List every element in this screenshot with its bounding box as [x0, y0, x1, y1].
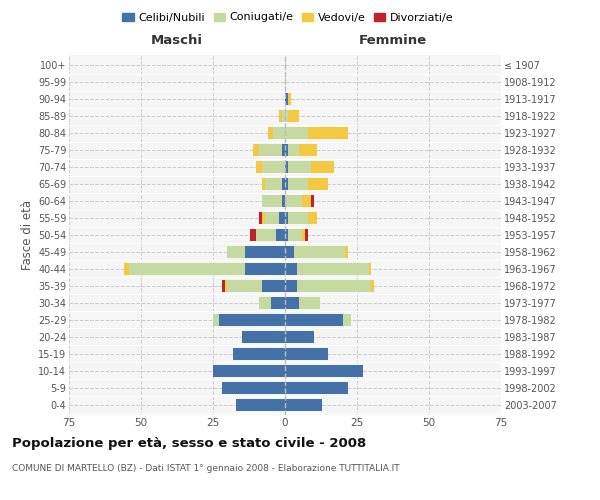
Bar	[368, 263, 371, 275]
Bar	[343, 314, 351, 326]
Bar	[285, 280, 296, 292]
Bar	[253, 144, 259, 156]
Bar	[285, 348, 328, 360]
Bar	[213, 314, 219, 326]
Bar	[279, 212, 285, 224]
Y-axis label: Fasce di età: Fasce di età	[20, 200, 34, 270]
Bar	[285, 161, 288, 173]
Bar	[305, 229, 308, 241]
Bar	[282, 195, 285, 207]
Text: Maschi: Maschi	[151, 34, 203, 46]
Bar	[245, 263, 285, 275]
Bar	[262, 178, 265, 190]
Bar	[259, 144, 282, 156]
Bar	[262, 280, 285, 292]
Bar	[233, 348, 285, 360]
Bar	[130, 263, 245, 275]
Bar	[285, 398, 322, 411]
Bar	[285, 229, 288, 241]
Bar	[311, 161, 334, 173]
Bar	[288, 110, 299, 122]
Bar	[288, 144, 299, 156]
Bar	[262, 161, 285, 173]
Bar	[296, 263, 368, 275]
Bar	[271, 297, 285, 309]
Bar	[277, 229, 285, 241]
Bar	[285, 314, 343, 326]
Bar	[285, 246, 293, 258]
Text: Popolazione per età, sesso e stato civile - 2008: Popolazione per età, sesso e stato civil…	[12, 438, 366, 450]
Bar	[227, 246, 245, 258]
Bar	[221, 382, 285, 394]
Bar	[285, 382, 349, 394]
Bar	[285, 212, 288, 224]
Bar	[242, 331, 285, 343]
Text: COMUNE DI MARTELLO (BZ) - Dati ISTAT 1° gennaio 2008 - Elaborazione TUTTITALIA.I: COMUNE DI MARTELLO (BZ) - Dati ISTAT 1° …	[12, 464, 400, 473]
Bar	[311, 195, 314, 207]
Bar	[299, 297, 320, 309]
Bar	[285, 178, 288, 190]
Bar	[308, 178, 328, 190]
Bar	[221, 280, 224, 292]
Bar	[285, 110, 288, 122]
Text: Femmine: Femmine	[359, 34, 427, 46]
Bar	[288, 212, 308, 224]
Bar	[371, 280, 374, 292]
Bar	[299, 144, 317, 156]
Bar	[308, 127, 349, 139]
Bar	[288, 161, 311, 173]
Bar	[302, 229, 305, 241]
Bar	[213, 364, 285, 377]
Bar	[293, 246, 346, 258]
Bar	[262, 212, 265, 224]
Bar	[285, 127, 308, 139]
Bar	[285, 331, 314, 343]
Bar	[285, 297, 299, 309]
Bar	[250, 229, 256, 241]
Bar	[288, 178, 308, 190]
Bar	[265, 178, 282, 190]
Bar	[308, 212, 317, 224]
Bar	[265, 212, 279, 224]
Legend: Celibi/Nubili, Coniugati/e, Vedovi/e, Divorziati/e: Celibi/Nubili, Coniugati/e, Vedovi/e, Di…	[118, 8, 458, 27]
Bar	[282, 110, 285, 122]
Bar	[262, 195, 282, 207]
Bar	[285, 144, 288, 156]
Bar	[259, 297, 271, 309]
Bar	[227, 280, 262, 292]
Bar	[296, 280, 371, 292]
Bar	[285, 263, 296, 275]
Bar	[285, 364, 363, 377]
Bar	[302, 195, 311, 207]
Bar	[224, 280, 227, 292]
Bar	[282, 144, 285, 156]
Bar	[219, 314, 285, 326]
Bar	[268, 127, 274, 139]
Bar	[285, 195, 302, 207]
Bar	[288, 93, 291, 106]
Bar	[282, 178, 285, 190]
Bar	[259, 212, 262, 224]
Bar	[274, 127, 285, 139]
Bar	[346, 246, 349, 258]
Bar	[285, 93, 288, 106]
Bar	[236, 398, 285, 411]
Bar	[245, 246, 285, 258]
Bar	[256, 229, 277, 241]
Bar	[288, 229, 302, 241]
Bar	[256, 161, 262, 173]
Bar	[124, 263, 130, 275]
Bar	[279, 110, 282, 122]
